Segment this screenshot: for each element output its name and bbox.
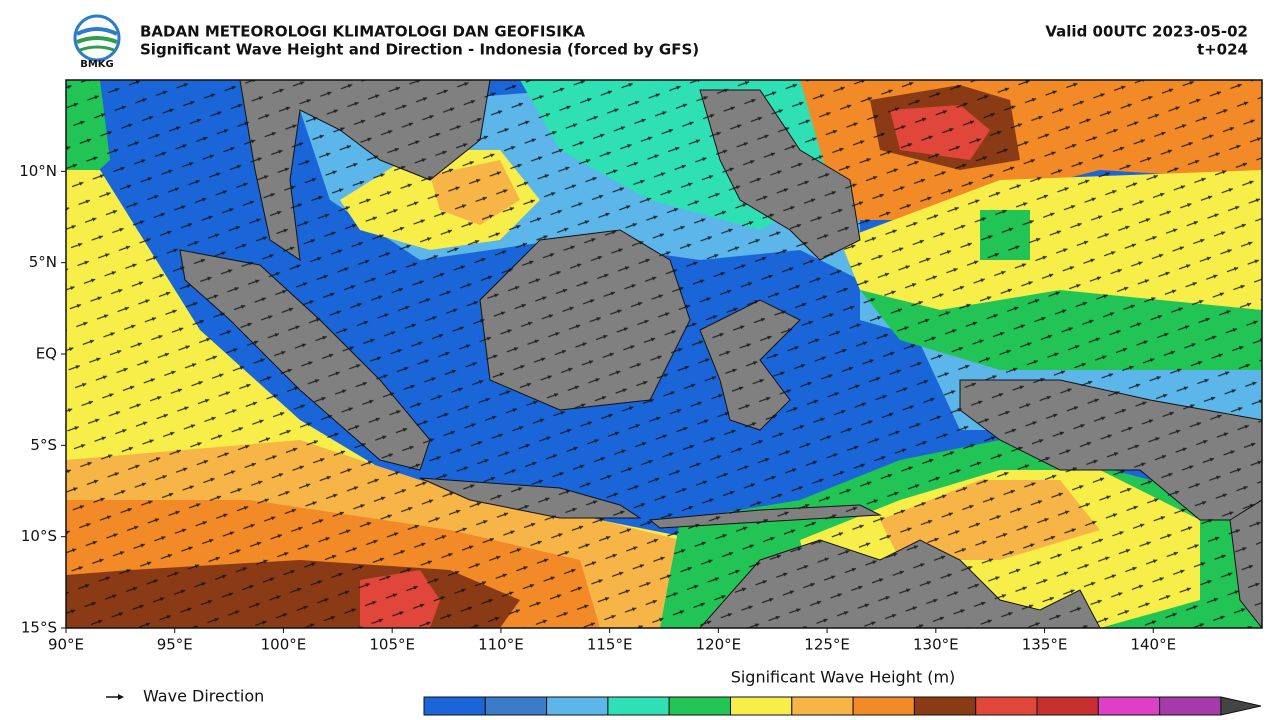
x-tick-label: 135°E	[1022, 636, 1068, 654]
colorbar	[423, 696, 1262, 716]
x-tick-label: 105°E	[369, 636, 415, 654]
wave-height-field	[66, 80, 1262, 628]
y-tick-label: 5°S	[30, 436, 57, 454]
x-tick-label: 140°E	[1130, 636, 1176, 654]
colorbar-title: Significant Wave Height (m)	[731, 668, 956, 687]
logo-text: BMKG	[80, 59, 114, 70]
colorbar-segment	[852, 696, 915, 716]
colorbar-segment	[546, 696, 609, 716]
colorbar-segment	[668, 696, 732, 716]
x-tick-label: 125°E	[804, 636, 850, 654]
x-tick-label: 95°E	[157, 636, 193, 654]
x-tick-label: 130°E	[913, 636, 959, 654]
colorbar-segment	[423, 696, 486, 716]
legend-arrowhead	[118, 694, 124, 700]
y-tick-label: 10°N	[19, 162, 57, 180]
header-subtitle: Significant Wave Height and Direction - …	[140, 41, 699, 59]
colorbar-segment	[607, 696, 670, 716]
colorbar-segment	[484, 696, 548, 716]
colorbar-segment	[730, 696, 793, 716]
y-tick-label: EQ	[36, 345, 57, 363]
x-tick-label: 110°E	[478, 636, 524, 654]
y-tick-label: 10°S	[21, 527, 57, 545]
x-tick-label: 90°E	[48, 636, 84, 654]
legend-label: Wave Direction	[143, 687, 264, 706]
colorbar-segment	[791, 696, 854, 716]
colorbar-segment	[975, 696, 1038, 716]
colorbar-extension	[1220, 696, 1262, 716]
lead-time: t+024	[1197, 41, 1248, 59]
colorbar-segment	[1159, 696, 1222, 716]
y-tick-label: 15°S	[21, 619, 57, 637]
x-tick-label: 120°E	[696, 636, 742, 654]
x-tick-label: 100°E	[261, 636, 307, 654]
x-tick-label: 115°E	[587, 636, 633, 654]
header-title: BADAN METEOROLOGI KLIMATOLOGI DAN GEOFIS…	[140, 23, 585, 41]
bmkg-logo: BMKG	[73, 14, 121, 70]
y-tick-label: 5°N	[29, 253, 57, 271]
colorbar-segment	[913, 696, 977, 716]
colorbar-segment	[1036, 696, 1099, 716]
valid-time: Valid 00UTC 2023-05-02	[1045, 23, 1248, 41]
colorbar-segment	[1097, 696, 1161, 716]
